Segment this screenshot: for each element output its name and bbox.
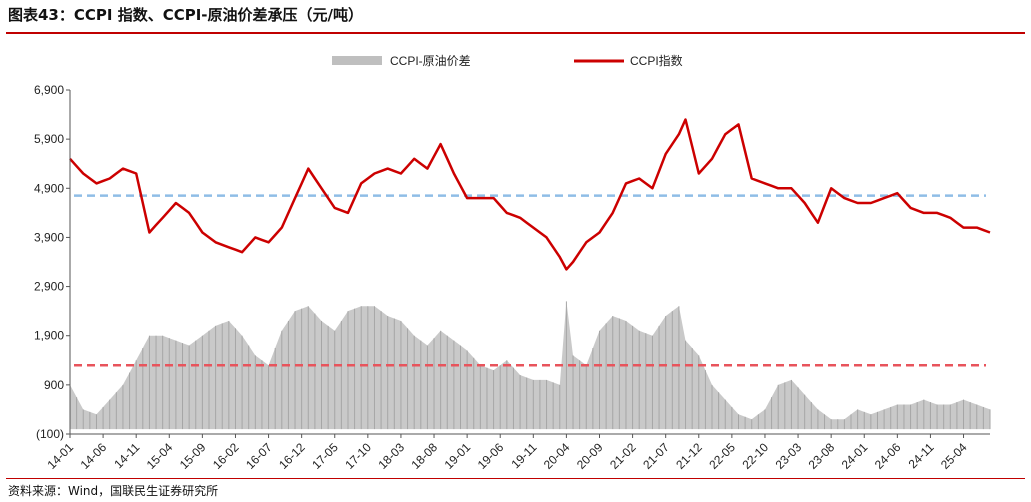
y-tick-label: 4,900 [34,181,64,195]
x-tick-label: 14-06 [78,440,110,472]
x-tick-label: 21-07 [640,440,672,472]
x-tick-label: 20-04 [541,440,573,472]
x-tick-label: 16-02 [210,440,242,472]
spread-area [70,301,990,430]
x-tick-label: 21-02 [607,440,639,472]
x-tick-label: 22-05 [706,440,738,472]
legend-label-ccpi: CCPI指数 [630,53,683,68]
x-tick-label: 18-08 [409,440,441,472]
legend-label-spread: CCPI-原油价差 [390,54,471,68]
x-tick-label: 15-04 [144,440,176,472]
y-tick-label: 900 [44,378,64,392]
reference-lines [74,194,986,367]
y-tick-label: 3,900 [34,230,64,244]
y-tick-label: 6,900 [34,83,64,97]
x-tick-label: 24-11 [906,440,937,471]
x-tick-label: 17-05 [309,440,341,472]
x-tick-label: 16-07 [243,440,275,472]
x-tick-label: 20-09 [574,440,606,472]
y-tick-label: (100) [36,427,64,441]
x-tick-label: 17-10 [342,440,374,472]
page-title: 图表43：CCPI 指数、CCPI-原油价差承压（元/吨） [8,6,363,24]
x-tick-label: 14-01 [45,440,77,472]
x-tick-label: 19-01 [442,440,474,472]
x-tick-label: 21-12 [673,440,705,472]
y-tick-label: 1,900 [34,329,64,343]
x-tick-label: 16-12 [276,440,308,472]
spread-area-series [69,301,991,430]
x-tick-label: 23-08 [806,440,838,472]
x-tick-label: 14-11 [111,440,142,471]
y-tick-label: 2,900 [34,280,64,294]
x-tick-label: 25-04 [938,440,970,472]
x-tick-label: 19-11 [508,440,539,471]
x-tick-label: 24-06 [872,440,904,472]
x-tick-label: 22-10 [739,440,771,472]
source-note: 资料来源：Wind，国联民生证券研究所 [8,484,219,498]
y-tick-label: 5,900 [34,132,64,146]
x-tick-label: 18-03 [375,440,407,472]
ccpi-line [69,118,991,271]
ccpi-line-series [69,118,991,271]
x-tick-label: 23-03 [773,440,805,472]
legend-swatch-spread [332,56,382,65]
x-tick-label: 19-06 [475,440,507,472]
x-tick-label: 15-09 [177,440,209,472]
title-divider [6,32,1025,34]
x-tick-label: 24-01 [839,440,871,472]
footer-divider [6,478,1025,479]
legend: CCPI-原油价差 CCPI指数 [332,53,683,68]
